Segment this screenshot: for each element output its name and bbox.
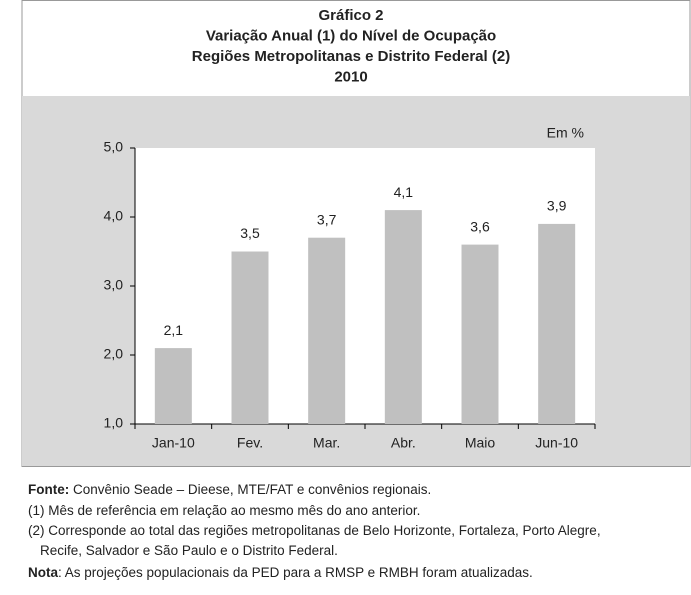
x-tick-label: Jan-10 xyxy=(152,435,195,451)
note-label: Fonte: xyxy=(28,482,69,497)
bar xyxy=(154,348,192,424)
note: Fonte: Convênio Seade – Dieese, MTE/FAT … xyxy=(28,482,431,497)
bar xyxy=(308,237,346,424)
bar xyxy=(461,244,499,424)
chart-title: Variação Anual (1) do Nível de Ocupação xyxy=(206,27,496,44)
value-label: 3,5 xyxy=(240,225,260,241)
x-tick-label: Abr. xyxy=(391,435,416,451)
note: (2) Corresponde ao total das regiões met… xyxy=(28,523,601,538)
bar xyxy=(538,223,576,424)
y-tick-label: 1,0 xyxy=(104,415,124,431)
plot-area xyxy=(135,148,595,424)
note-text: (2) Corresponde ao total das regiões met… xyxy=(28,523,601,538)
note: (1) Mês de referência em relação ao mesm… xyxy=(28,503,420,518)
note-text: Convênio Seade – Dieese, MTE/FAT e convê… xyxy=(69,482,431,497)
bar xyxy=(384,210,422,424)
chart-title: Regiões Metropolitanas e Distrito Federa… xyxy=(192,48,510,65)
note: Recife, Salvador e São Paulo e o Distrit… xyxy=(40,543,338,558)
value-label: 3,9 xyxy=(547,198,567,214)
unit-label: Em % xyxy=(547,125,584,141)
y-tick-label: 3,0 xyxy=(104,277,124,293)
x-tick-label: Maio xyxy=(465,435,496,451)
x-tick-label: Jun-10 xyxy=(535,435,578,451)
note-text: Recife, Salvador e São Paulo e o Distrit… xyxy=(40,543,338,558)
y-tick-label: 2,0 xyxy=(104,346,124,362)
value-label: 3,7 xyxy=(317,211,337,227)
x-tick-label: Mar. xyxy=(313,435,340,451)
chart-title: Gráfico 2 xyxy=(318,7,383,24)
chart-title: 2010 xyxy=(334,68,367,85)
y-tick-label: 4,0 xyxy=(104,208,124,224)
x-tick-label: Fev. xyxy=(237,435,263,451)
note-text: (1) Mês de referência em relação ao mesm… xyxy=(28,503,420,518)
note-label: Nota xyxy=(28,565,58,580)
value-label: 2,1 xyxy=(164,322,184,338)
note: Nota: As projeções populacionais da PED … xyxy=(28,565,533,580)
value-label: 3,6 xyxy=(470,218,490,234)
y-tick-label: 5,0 xyxy=(104,139,124,155)
note-text: : As projeções populacionais da PED para… xyxy=(58,565,533,580)
value-label: 4,1 xyxy=(394,184,414,200)
bar xyxy=(231,251,269,424)
